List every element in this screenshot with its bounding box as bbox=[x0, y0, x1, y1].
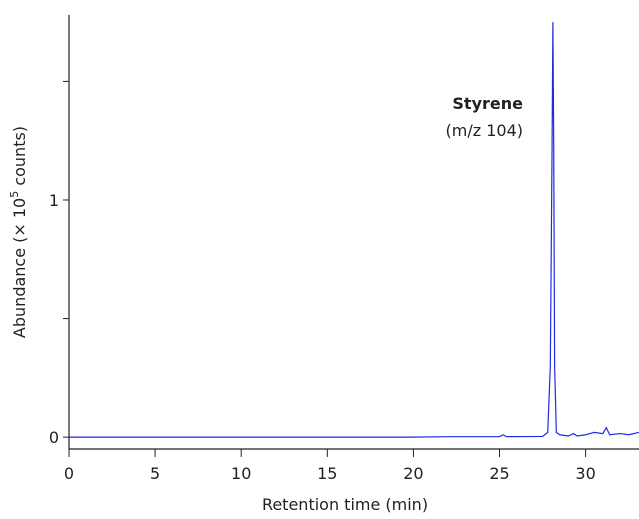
x-tick-label: 15 bbox=[317, 464, 337, 483]
y-label-rest: counts) bbox=[10, 126, 29, 191]
x-tick-label: 20 bbox=[403, 464, 423, 483]
x-tick-label: 25 bbox=[489, 464, 509, 483]
x-tick-label: 0 bbox=[64, 464, 74, 483]
x-tick-label: 5 bbox=[150, 464, 160, 483]
x-tick-label: 10 bbox=[231, 464, 251, 483]
annotation-detail: (m/z 104) bbox=[446, 121, 523, 140]
series-line bbox=[69, 22, 639, 438]
y-tick-label: 1 bbox=[49, 191, 59, 210]
y-tick-label: 0 bbox=[49, 428, 59, 447]
x-axis-label: Retention time (min) bbox=[262, 495, 428, 514]
y-label-sup: 5 bbox=[8, 191, 21, 198]
annotation-title: Styrene bbox=[452, 94, 523, 113]
y-axis-label: Abundance (× 105 counts) bbox=[8, 126, 29, 338]
x-tick-label: 30 bbox=[575, 464, 595, 483]
y-label-text: Abundance (× 10 bbox=[10, 198, 29, 338]
